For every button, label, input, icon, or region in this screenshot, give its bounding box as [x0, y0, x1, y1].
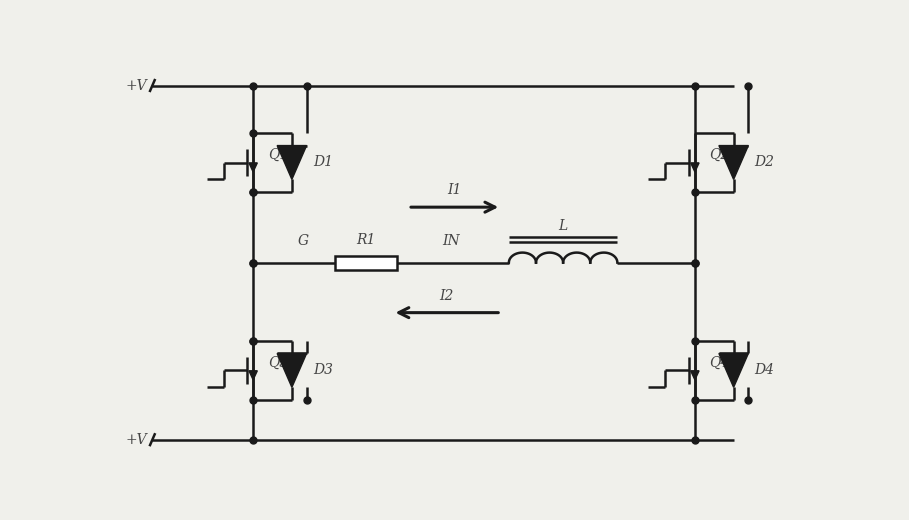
Polygon shape	[277, 354, 306, 387]
Polygon shape	[691, 163, 699, 172]
Text: D1: D1	[313, 155, 333, 170]
Text: +V: +V	[125, 79, 147, 93]
Text: I2: I2	[440, 289, 454, 303]
Text: G: G	[298, 234, 309, 248]
Polygon shape	[249, 163, 257, 172]
Text: Q3: Q3	[269, 356, 289, 370]
Text: L: L	[558, 218, 568, 232]
Text: +V: +V	[125, 433, 147, 447]
Text: R1: R1	[355, 232, 375, 246]
Polygon shape	[277, 146, 306, 179]
Text: I1: I1	[447, 183, 462, 197]
Polygon shape	[719, 354, 748, 387]
Polygon shape	[691, 371, 699, 380]
Text: D2: D2	[754, 155, 774, 170]
Text: IN: IN	[442, 234, 460, 248]
Text: Q1: Q1	[269, 148, 289, 162]
Text: Q2: Q2	[709, 148, 729, 162]
Polygon shape	[719, 146, 748, 179]
Text: D3: D3	[313, 363, 333, 378]
Bar	[335, 256, 396, 269]
Text: D4: D4	[754, 363, 774, 378]
Text: Q4: Q4	[709, 356, 729, 370]
Polygon shape	[249, 371, 257, 380]
